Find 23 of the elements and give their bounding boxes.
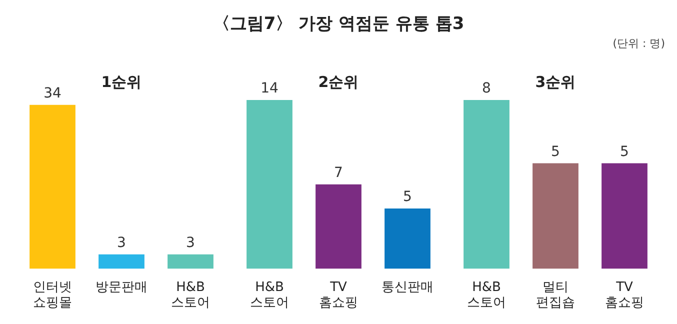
data-label: 3 xyxy=(186,234,195,251)
x-tick-label: H&B 스토어 xyxy=(250,280,289,311)
chart-title: 2순위 xyxy=(318,72,359,91)
x-tick-label: TV 홈쇼핑 xyxy=(319,280,358,311)
text: (단위 : 명) xyxy=(612,36,665,51)
x-tick-label: H&B 스토어 xyxy=(171,280,210,311)
data-label: 3 xyxy=(117,234,126,251)
data-label: 14 xyxy=(260,80,278,97)
data-label: 5 xyxy=(403,189,412,206)
x-tick-label: 방문판매 xyxy=(96,280,148,295)
data-label: 7 xyxy=(334,165,343,182)
x-tick-label: H&B 스토어 xyxy=(467,280,506,311)
chart-title: 1순위 xyxy=(101,72,142,91)
text: 〈그림7〉 가장 역점둔 유통 톱3 xyxy=(212,13,466,35)
data-label: 5 xyxy=(551,144,560,160)
x-tick-label: 멀티 편집숍 xyxy=(536,280,575,311)
x-tick-label: 인터넷 쇼핑몰 xyxy=(33,280,72,311)
chart-title: 3순위 xyxy=(535,72,576,91)
data-label: 8 xyxy=(482,80,491,97)
x-tick-label: 통신판매 xyxy=(382,280,434,295)
data-label: 5 xyxy=(620,144,629,160)
x-tick-label: TV 홈쇼핑 xyxy=(605,280,644,311)
data-label: 34 xyxy=(44,85,62,102)
